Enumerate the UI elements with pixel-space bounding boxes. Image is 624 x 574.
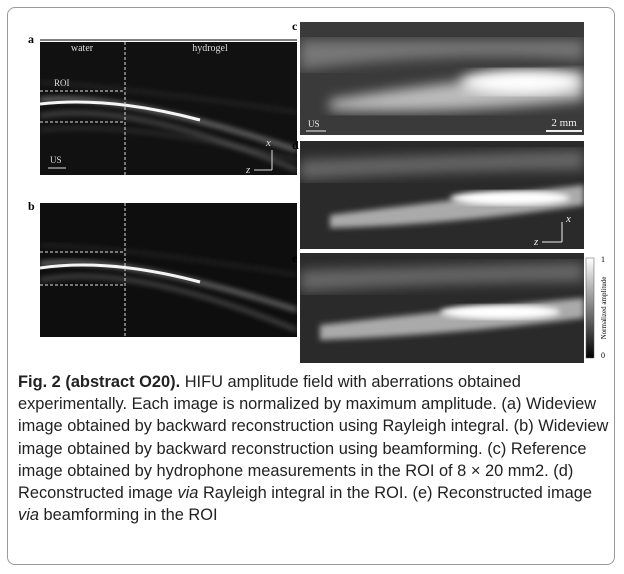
caption: Fig. 2 (abstract O20). HIFU amplitude fi…	[18, 371, 612, 526]
page: a water hydrogel ROI US x z b c US 2 mm …	[0, 0, 624, 574]
panel-label: c	[292, 19, 298, 33]
roi-label: ROI	[54, 78, 70, 88]
panel-b-image	[40, 203, 297, 337]
figure: a water hydrogel ROI US x z b c US 2 mm …	[0, 0, 624, 370]
caption-text: Rayleigh integral in the ROI. (e) Recons…	[198, 484, 592, 502]
region-label: water	[71, 43, 94, 54]
axis-label: x	[265, 137, 271, 149]
caption-emphasis: via	[177, 484, 198, 502]
panel-label: e	[292, 251, 298, 265]
colorbar-max: 1	[601, 255, 605, 264]
us-label: US	[50, 155, 62, 165]
panel-label: d	[292, 138, 299, 152]
caption-text: HIFU amplitude field with aberrations ob…	[18, 373, 608, 502]
axis-label: z	[533, 236, 539, 248]
caption-label: Fig. 2 (abstract O20).	[18, 373, 180, 391]
panel-label: b	[28, 199, 35, 213]
caption-text: beamforming in the ROI	[39, 506, 218, 524]
us-label: US	[308, 119, 320, 129]
axis-label: x	[565, 213, 571, 225]
caption-emphasis: via	[18, 506, 39, 524]
axis-label: z	[245, 164, 251, 176]
colorbar	[586, 258, 594, 358]
colorbar-min: 0	[601, 351, 605, 360]
region-label: hydrogel	[192, 43, 228, 54]
colorbar-title: Normalized amplitude	[600, 277, 608, 340]
panel-label: a	[28, 32, 34, 46]
scale-label: 2 mm	[551, 117, 577, 129]
